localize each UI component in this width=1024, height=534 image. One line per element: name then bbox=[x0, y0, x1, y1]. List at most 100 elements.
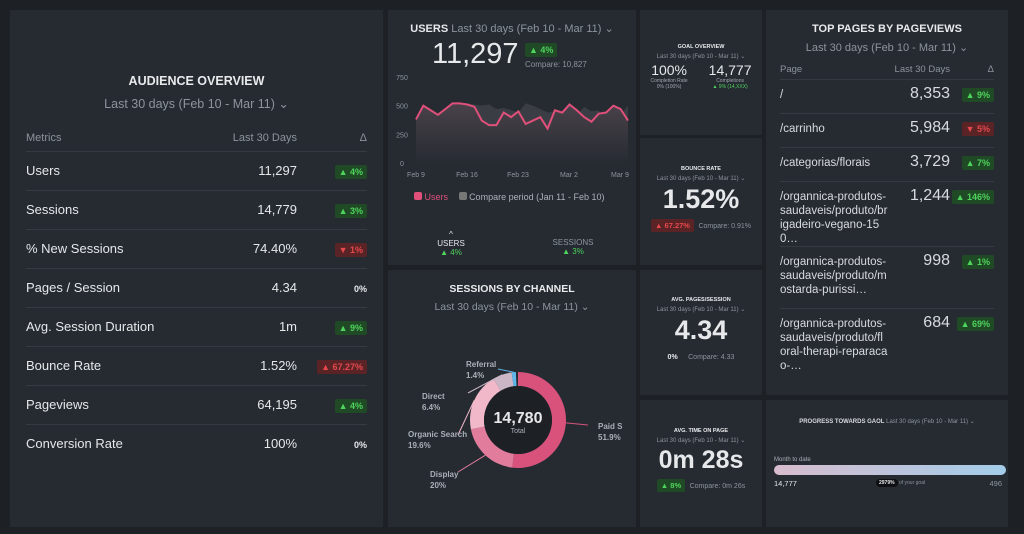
progress-current: 14,777 bbox=[774, 479, 797, 488]
donut-slice[interactable] bbox=[470, 378, 501, 430]
delta-badge: 0% bbox=[667, 354, 678, 361]
table-row: /8,353 ▲ 9% bbox=[780, 79, 994, 114]
panel-title: USERS bbox=[410, 23, 449, 35]
donut-slice[interactable] bbox=[512, 372, 566, 468]
delta-badge: ▼ 1% bbox=[334, 242, 367, 257]
legend-compare[interactable]: Compare period (Jan 11 - Feb 10) bbox=[458, 192, 604, 202]
panel-title: BOUNCE RATE bbox=[681, 166, 721, 172]
users-compare: Compare: 10,827 bbox=[525, 60, 587, 69]
progress-fill bbox=[774, 465, 1006, 475]
label: Completion Rate bbox=[650, 78, 688, 84]
page-path[interactable]: /carrinho bbox=[780, 113, 888, 148]
page-path[interactable]: / bbox=[780, 79, 888, 114]
slice-label: Display bbox=[430, 470, 459, 479]
y-tick-label: 250 bbox=[396, 132, 408, 139]
donut-slice[interactable] bbox=[470, 426, 514, 468]
metric-value: 14,779 bbox=[206, 189, 297, 229]
panel-title: AUDIENCE OVERVIEW bbox=[128, 74, 265, 88]
metric-value: 1.52% bbox=[206, 345, 297, 385]
delta-badge: 0% bbox=[353, 440, 367, 451]
metric-value: 4.34 bbox=[206, 267, 297, 307]
top-pages-panel: TOP PAGES BY PAGEVIEWS Last 30 days (Feb… bbox=[766, 10, 1008, 395]
users-delta: ▲ 4% bbox=[525, 43, 558, 57]
delta-badge: ▲ 1% bbox=[961, 255, 994, 269]
donut-total: 14,780 bbox=[493, 410, 543, 427]
delta: ▲ 9% (14,XXX) bbox=[712, 84, 748, 90]
page-value: 3,729 bbox=[888, 147, 950, 182]
table-row: /organnica-produtos-saudaveis/produto/fl… bbox=[780, 308, 994, 373]
delta-badge: ▼ 5% bbox=[961, 122, 994, 136]
sessions-by-channel-panel: SESSIONS BY CHANNEL Last 30 days (Feb 10… bbox=[388, 270, 636, 527]
donut-slice[interactable] bbox=[511, 372, 517, 387]
metric-value: 100% bbox=[206, 423, 297, 463]
audience-table: Metrics Last 30 Days Δ Users 11,297 ▲ 4% Sess… bbox=[26, 125, 367, 463]
users-chart: 0 250 500 750 Feb 9 Feb 16 Feb 23 Mar 2 Mar 9 bbox=[396, 75, 629, 179]
page-path[interactable]: /organnica-produtos-saudaveis/produto/fl… bbox=[780, 308, 888, 373]
x-tick-label: Feb 16 bbox=[456, 172, 478, 179]
table-row: Avg. Session Duration 1m ▲ 9% bbox=[26, 306, 367, 346]
x-tick-label: Feb 23 bbox=[507, 172, 529, 179]
table-row: Conversion Rate 100% 0% bbox=[26, 423, 367, 463]
metric-name: Pages / Session bbox=[26, 267, 207, 307]
metric-name: Bounce Rate bbox=[26, 345, 207, 385]
date-range-dropdown[interactable]: Last 30 days (Feb 10 - Mar 11) ⌄ bbox=[656, 54, 746, 60]
date-range-dropdown[interactable]: Last 30 days (Feb 10 - Mar 11) ⌄ bbox=[451, 23, 614, 35]
completions: 14,777 bbox=[708, 62, 752, 78]
delta-badge: ▲ 67.27% bbox=[651, 219, 694, 232]
donut-total-label: Total bbox=[510, 428, 526, 435]
tab-users[interactable]: ^ USERS ▲ 4% bbox=[418, 230, 484, 257]
slice-label: Organic Search bbox=[408, 430, 467, 439]
date-range-dropdown[interactable]: Last 30 days (Feb 10 - Mar 11) ⌄ bbox=[434, 301, 590, 313]
date-range-dropdown[interactable]: Last 30 days (Feb 10 - Mar 11) ⌄ bbox=[805, 42, 969, 54]
metric-name: Avg. Session Duration bbox=[26, 306, 207, 346]
col-metrics: Metrics bbox=[26, 131, 62, 144]
page-value: 684 bbox=[888, 308, 950, 373]
metric-name: Conversion Rate bbox=[26, 423, 207, 463]
slice-label: Direct bbox=[422, 392, 445, 401]
date-range-dropdown[interactable]: Last 30 days (Feb 10 - Mar 11) ⌄ bbox=[104, 97, 289, 111]
page-path[interactable]: /organnica-produtos-saudaveis/produto/mo… bbox=[780, 246, 888, 309]
slice-value: 1.4% bbox=[466, 371, 484, 380]
panel-title: TOP PAGES BY PAGEVIEWS bbox=[812, 23, 962, 35]
progress-goal: 496 bbox=[989, 479, 1002, 488]
slice-value: 19.6% bbox=[408, 441, 431, 450]
x-tick-label: Mar 9 bbox=[611, 172, 629, 179]
delta-badge: ▲ 3% bbox=[334, 203, 367, 218]
date-range-dropdown[interactable]: Last 30 days (Feb 10 - Mar 11) ⌄ bbox=[886, 419, 975, 425]
metric-value: 4.34 bbox=[674, 315, 728, 345]
top-pages-table: Page Last 30 Days Δ /8,353 ▲ 9% /carrinho 5,9… bbox=[780, 64, 994, 373]
date-range-dropdown[interactable]: Last 30 days (Feb 10 - Mar 11) ⌄ bbox=[656, 438, 746, 444]
progress-bar bbox=[774, 465, 1006, 475]
delta-badge: ▲ 146% bbox=[951, 190, 994, 204]
users-area bbox=[416, 103, 628, 163]
slice-label: Referral bbox=[466, 360, 496, 369]
avg-pages-session-panel: AVG. PAGES/SESSION Last 30 days (Feb 10 … bbox=[640, 270, 762, 395]
date-range-dropdown[interactable]: Last 30 days (Feb 10 - Mar 11) ⌄ bbox=[656, 176, 746, 182]
x-tick-label: Mar 2 bbox=[560, 172, 578, 179]
delta-badge: ▲ 67.27% bbox=[317, 359, 367, 374]
delta-badge: ▲ 9% bbox=[334, 320, 367, 335]
metric-value: 64,195 bbox=[206, 384, 297, 424]
y-tick-label: 0 bbox=[400, 161, 404, 168]
users-panel: USERS Last 30 days (Feb 10 - Mar 11) ⌄ 1… bbox=[388, 10, 636, 265]
date-range-dropdown[interactable]: Last 30 days (Feb 10 - Mar 11) ⌄ bbox=[656, 307, 746, 313]
table-row: Pages / Session 4.34 0% bbox=[26, 267, 367, 307]
compare-text: Compare: 4.33 bbox=[688, 354, 735, 361]
table-row: /carrinho 5,984 ▼ 5% bbox=[780, 113, 994, 148]
page-path[interactable]: /organnica-produtos-saudaveis/produto/br… bbox=[780, 181, 888, 247]
channel-donut-chart: Paid S 51.9% Display 20% Organic Search 19.6%… bbox=[408, 360, 623, 490]
panel-title: PROGRESS TOWARDS GAOL bbox=[799, 419, 885, 425]
page-path[interactable]: /categorias/florais bbox=[780, 147, 888, 182]
users-value: 11,297 bbox=[432, 38, 519, 70]
tab-sessions[interactable]: SESSIONS ▲ 3% bbox=[552, 238, 594, 256]
completion-rate: 100% bbox=[651, 62, 687, 78]
metric-value: 11,297 bbox=[206, 150, 297, 190]
col-delta: Δ bbox=[987, 64, 994, 75]
slice-leader-line bbox=[467, 374, 503, 394]
bounce-rate-panel: BOUNCE RATE Last 30 days (Feb 10 - Mar 1… bbox=[640, 138, 762, 265]
progress-label: Month to date bbox=[774, 457, 811, 463]
x-tick-label: Feb 9 bbox=[407, 172, 425, 179]
progress-goal-panel: PROGRESS TOWARDS GAOL Last 30 days (Feb … bbox=[766, 400, 1008, 527]
legend-users[interactable]: Users bbox=[414, 192, 448, 202]
delta-badge: 0% bbox=[353, 284, 367, 294]
